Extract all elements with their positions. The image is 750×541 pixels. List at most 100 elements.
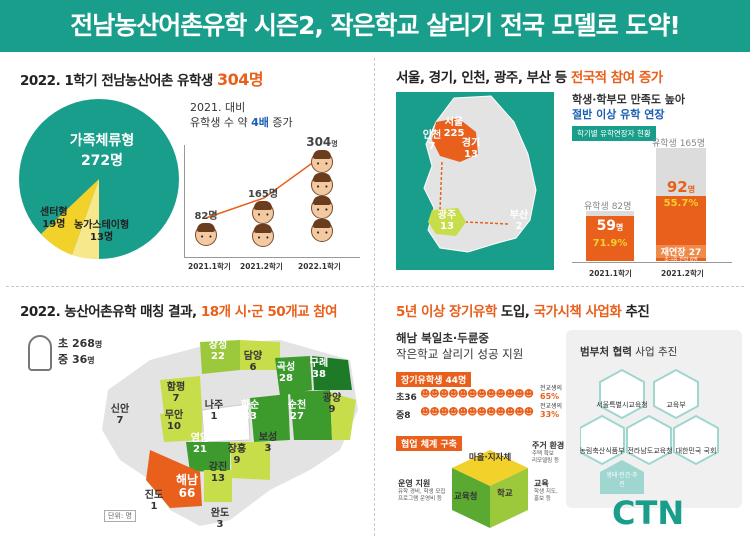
growth-x-label-1: 2021.1학기 (188, 262, 231, 271)
cube-left-label: 교육청 (454, 492, 478, 502)
suncheon-region (290, 390, 332, 440)
student-face-icon (252, 201, 274, 224)
panel4-title-a: 5년 이상 장기유학 (396, 304, 497, 320)
growth-y-axis (184, 145, 185, 257)
jeonnam-region (428, 208, 466, 236)
growth-line (205, 155, 323, 219)
horizontal-divider (6, 286, 744, 287)
ops-sub: 유학 경비, 학생 모집 프로그램 운영비 등 (398, 489, 446, 502)
growth-col-2-label: 165명 (247, 189, 279, 200)
capital-region (432, 118, 478, 162)
jangheung-region (230, 442, 270, 480)
pie-center-label: 센터형 (40, 207, 68, 218)
bar2-pct: 55.7% (663, 198, 699, 209)
naju-region (201, 403, 251, 443)
elem-people-icons: ☻☻☻☻☻☻☻☻☻☻☻☻ (420, 389, 534, 400)
map-muan: 무안 10 (164, 410, 184, 432)
school-block: 해남 북일초·두륜중 작은학교 살리기 성공 지원 (396, 330, 523, 362)
coop-tag: 협업 체계 구축 (396, 436, 462, 451)
growth-note-line1: 2021. 대비 (190, 101, 246, 114)
student-face-icon (311, 196, 333, 219)
student-face-icon (311, 219, 333, 242)
bar1-ext-label: 59명 (596, 218, 624, 234)
bar2-re-note: 초→중 진학 6명 (664, 257, 698, 263)
map-haenam: 해남 66 (175, 473, 199, 500)
map-sinan: 신안 7 (110, 404, 130, 426)
agency-mafra: 농림축산식품부 (579, 447, 625, 455)
student-face-icon (311, 150, 333, 173)
map-unit-note: 단위: 명 (104, 510, 136, 522)
growth-col-2: 165명 (245, 185, 281, 247)
growth-col-1-label: 82명 (194, 211, 218, 222)
agency-moe: 교육부 (666, 401, 686, 409)
bar1-x-label: 2021.1학기 (589, 269, 632, 278)
growth-col-1: 82명 (190, 207, 222, 246)
panel4-title-c: 국가시책 사업화 (533, 304, 622, 320)
damyang-region (240, 340, 280, 370)
cooperation-cube (452, 450, 528, 528)
gangjin-region (204, 470, 232, 502)
gwangyang-region (330, 392, 356, 440)
agency-seoul-edu: 서울특별시교육청 (596, 401, 648, 409)
extension-legend-tag: 학기별 유학연장자 현황 (572, 126, 656, 141)
panel1-title: 2022. 1학기 전남농산어촌 유학생 304명 (20, 66, 264, 90)
map-label-seoul: 서울 225 (443, 117, 465, 139)
panel4-title: 5년 이상 장기유학 도입, 국가시책 사업화 추진 (396, 300, 650, 320)
housing-label: 주거 환경 (532, 441, 565, 450)
map-gangjin: 강진 13 (208, 462, 228, 484)
growth-col-3-label: 304 (306, 135, 332, 149)
student-face-icon (195, 223, 217, 246)
hampyeong-region (160, 376, 202, 414)
muan-region (160, 410, 202, 442)
growth-x-label-2: 2021.2학기 (240, 262, 283, 271)
agency-jeonnam-edu: 전라남도교육청 (627, 447, 673, 455)
pie-farm-label: 농가스테이형 (74, 220, 130, 231)
panel4-title-b: 도입, (496, 304, 534, 320)
mid-count: 중 36 (58, 353, 88, 366)
student-counts: 초 268명 중 36명 (58, 336, 102, 368)
elem-count: 초 268 (58, 337, 95, 350)
gokseong-region (275, 356, 312, 396)
map-boseong: 보성 3 (258, 432, 278, 454)
student-face-icon (311, 173, 333, 196)
panel1-title-prefix: 2022. 1학기 전남농산어촌 유학생 (20, 73, 218, 89)
extension-sub2: 절반 이상 유학 연장 (572, 108, 665, 121)
bar1-pct: 71.9% (592, 238, 628, 249)
vertical-divider (374, 58, 375, 536)
growth-col-3-unit: 명 (331, 140, 338, 148)
korea-map (423, 95, 537, 253)
map-damyang: 담양 6 (243, 351, 263, 373)
growth-note-a: 유학생 수 약 (190, 116, 252, 129)
edu-label: 교육 (534, 479, 549, 488)
mid-pct-block: 전교생의 33% (540, 403, 563, 419)
growth-polyline (205, 155, 323, 219)
student-face-icon (252, 224, 274, 247)
page-title: 전남농산어촌유학 시즌2, 작은학교 살리기 전국 모델로 도약! (0, 0, 750, 52)
extension-heading: 학생·학부모 만족도 높아 절반 이상 유학 연장 (572, 92, 685, 122)
elem-pct-block: 전교생의 65% (540, 385, 563, 401)
pie-family-label-group: 가족체류형 272명 (52, 130, 152, 170)
panel3-title-a: 2022. 농산어촌유학 매칭 결과, (20, 304, 201, 320)
pie-farm-value: 13명 (90, 232, 114, 243)
pie-family-label: 가족체류형 (69, 133, 135, 149)
gov-title-a: 범부처 협력 (580, 346, 632, 358)
bar2-re-ext: 재연장 27 (656, 245, 706, 258)
agency-assembly: 대한민국 국회 (675, 447, 717, 455)
panel3-title: 2022. 농산어촌유학 매칭 결과, 18개 시·군 50개교 참여 (20, 300, 338, 320)
center-hex-label: 생태·인간·추진 (606, 472, 638, 488)
map-gokseong: 곡성 28 (276, 362, 296, 384)
pie-center-label-group: 센터형 19명 (40, 207, 68, 231)
elem-unit: 명 (94, 340, 103, 349)
student-icon (28, 335, 52, 371)
gov-title-b: 사업 추진 (631, 346, 678, 358)
bar1-total-label: 유학생 82명 (584, 202, 632, 212)
map-hwasun: 화순 33 (240, 400, 260, 422)
gurye-region (312, 356, 352, 390)
bar2-ext-label: 92명 (666, 178, 696, 196)
map-yeongam: 영암 21 (190, 433, 210, 455)
map-gurye: 구례 38 (309, 358, 329, 380)
map-wando: 완도 3 (210, 508, 230, 530)
mid-row-label: 중8 (396, 411, 411, 421)
map-gwangyang: 광양 9 (322, 393, 342, 415)
growth-x-axis (184, 257, 360, 258)
